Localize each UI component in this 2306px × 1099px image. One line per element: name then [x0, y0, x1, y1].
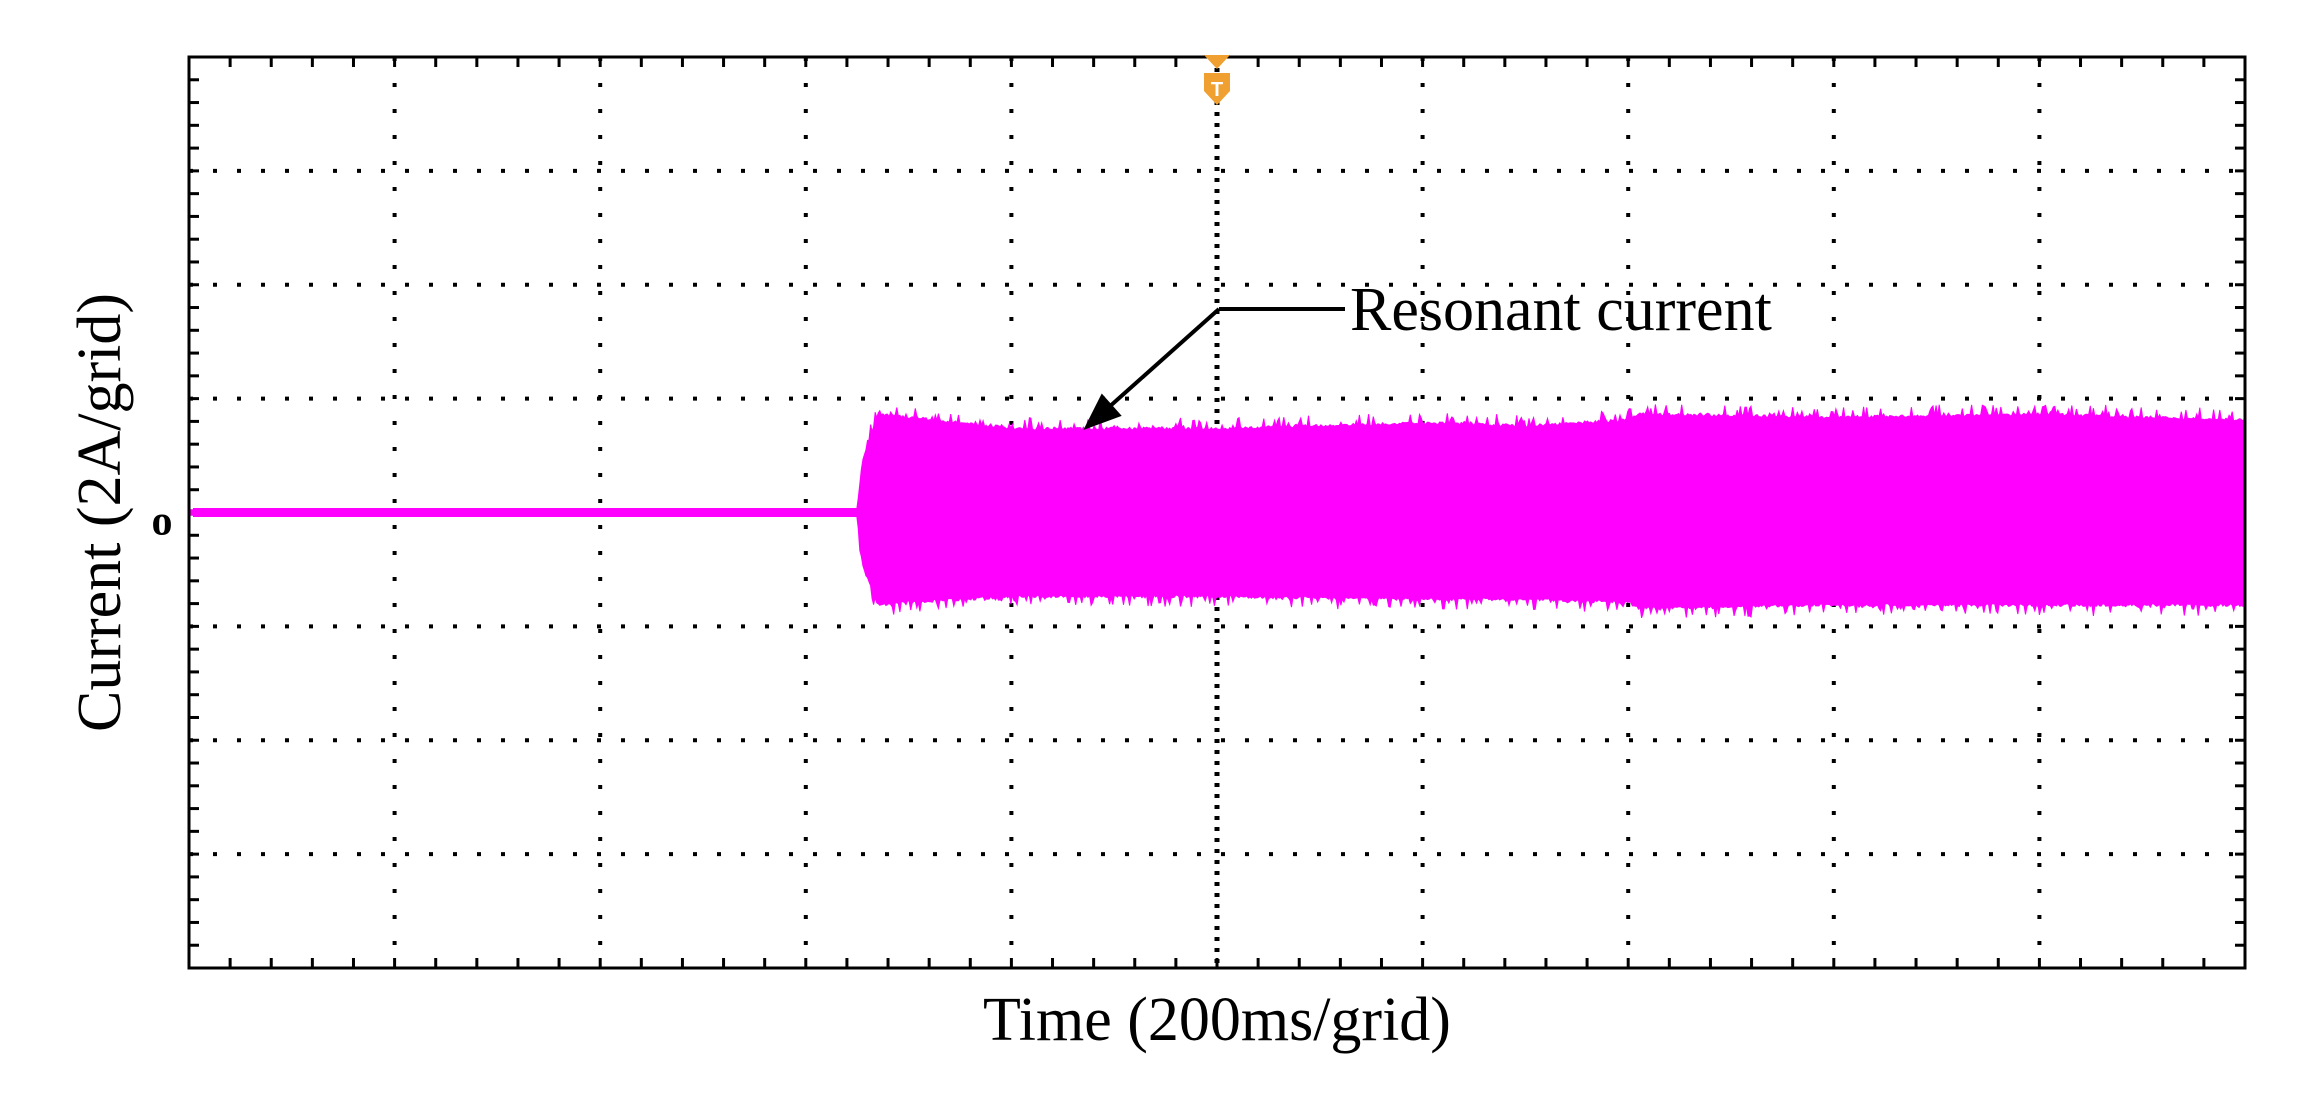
y-axis-label: Current (2A/grid) — [66, 293, 134, 732]
trigger-arrow-icon — [1204, 55, 1230, 69]
annotation-arrow-shaft — [1096, 307, 1221, 419]
annotation-arrowhead-icon — [1083, 393, 1122, 430]
ground-marker: o — [152, 499, 173, 545]
x-axis-label: Time (200ms/grid) — [983, 986, 1451, 1054]
trigger-marker-label: T — [1211, 79, 1223, 101]
marker-layer: T — [1083, 55, 1345, 430]
trace-layer — [188, 404, 2245, 619]
trigger-marker-icon — [1204, 73, 1230, 105]
resonant-current-annotation: Resonant current — [1350, 276, 1772, 344]
